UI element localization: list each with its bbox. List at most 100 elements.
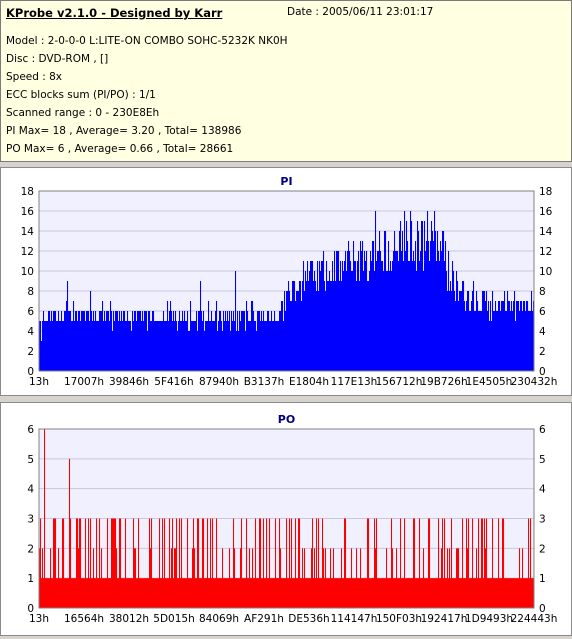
bar [97, 321, 99, 371]
bar [314, 271, 316, 371]
bar [393, 578, 395, 608]
bar [499, 301, 501, 371]
bar [125, 518, 127, 608]
bar [439, 261, 441, 371]
bar [333, 281, 335, 371]
bar [295, 301, 297, 371]
bar [454, 578, 456, 608]
bar [427, 578, 429, 608]
bar [278, 578, 280, 608]
bar [231, 578, 233, 608]
bar [110, 301, 112, 371]
bar [235, 578, 237, 608]
bar [248, 578, 250, 608]
bar [368, 518, 370, 608]
bar [231, 311, 233, 371]
x-tick-label: DE536h [288, 613, 329, 625]
app-title: KProbe v2.1.0 - Designed by Karr [6, 6, 223, 20]
bar [223, 311, 225, 371]
bar [72, 578, 74, 608]
bar [102, 301, 104, 371]
bar [433, 241, 435, 371]
bar [482, 518, 484, 608]
bar [173, 578, 175, 608]
bar [126, 321, 128, 371]
bar [110, 578, 112, 608]
bar [356, 548, 358, 608]
bar [279, 311, 281, 371]
bar [126, 578, 128, 608]
bar [501, 301, 503, 371]
bar [271, 311, 273, 371]
bar [365, 578, 367, 608]
bar [322, 518, 324, 608]
bar [306, 578, 308, 608]
bar [382, 261, 384, 371]
bar [332, 261, 334, 371]
bar [372, 578, 374, 608]
bar [459, 291, 461, 371]
x-tick-label: 150F03h [376, 613, 422, 625]
bar [335, 281, 337, 371]
bar [156, 321, 158, 371]
bar [165, 578, 167, 608]
bar [214, 578, 216, 608]
bar [506, 311, 508, 371]
bar [77, 321, 79, 371]
bar [147, 331, 149, 371]
bar [166, 578, 168, 608]
bar [83, 311, 85, 371]
bar [199, 311, 201, 371]
bar [211, 578, 213, 608]
bar [480, 578, 482, 608]
bar [423, 271, 425, 371]
bar [337, 578, 339, 608]
bar [403, 578, 405, 608]
bar [487, 311, 489, 371]
bar [137, 578, 139, 608]
bar [343, 271, 345, 371]
bar [319, 261, 321, 371]
bar [387, 578, 389, 608]
bar [412, 261, 414, 371]
bar [58, 311, 60, 371]
bar [177, 331, 179, 371]
bar [508, 301, 510, 371]
bar [488, 578, 490, 608]
bar [240, 548, 242, 608]
bar [60, 578, 62, 608]
bar [250, 321, 252, 371]
bar [512, 311, 514, 371]
bar [288, 578, 290, 608]
bar [447, 548, 449, 608]
bar [164, 321, 166, 371]
bar [165, 321, 167, 371]
bar [442, 518, 444, 608]
bar [196, 311, 198, 371]
pi-chart-panel: PI 0 0 2 2 4 4 6 6 8 8 10 10 12 12 14 14 16 16 18 18 13h 17007… [0, 167, 572, 396]
bar [254, 578, 256, 608]
bar [221, 578, 223, 608]
bar [465, 578, 467, 608]
bar [518, 578, 520, 608]
bar [115, 311, 117, 371]
bar [201, 311, 203, 371]
bar [91, 311, 93, 371]
bar [146, 311, 148, 371]
bar [54, 518, 56, 608]
bar [485, 548, 487, 608]
bar [442, 231, 444, 371]
bar [395, 578, 397, 608]
bar [279, 518, 281, 608]
y-tick-label-left: 0 [27, 603, 34, 615]
x-tick-label: 114147h [331, 613, 378, 625]
bar [401, 251, 403, 371]
bar [404, 211, 406, 371]
bar [156, 578, 158, 608]
bar [50, 321, 52, 371]
bar [522, 548, 524, 608]
bar [397, 251, 399, 371]
bar [513, 578, 515, 608]
bar [95, 578, 97, 608]
bar [46, 321, 48, 371]
